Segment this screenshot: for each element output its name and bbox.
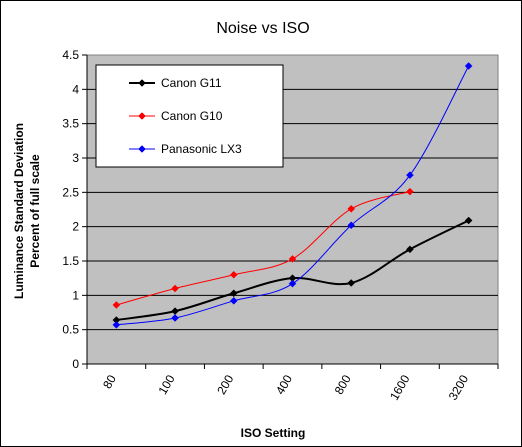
series-canon-g11 xyxy=(112,216,473,324)
data-point xyxy=(112,321,121,329)
x-tick-labels: 80 100 200 400 800 1600 3200 xyxy=(100,372,471,402)
legend-marker xyxy=(138,112,146,120)
x-tick-label: 1600 xyxy=(387,372,413,402)
axes xyxy=(86,55,499,369)
data-point xyxy=(112,301,121,309)
series-line xyxy=(116,191,411,306)
series-lines xyxy=(112,62,473,329)
y-axis-title: Luminance Standard Deviation Percent of … xyxy=(12,123,42,299)
y-tick-label: 0.5 xyxy=(62,323,79,337)
x-tick-label: 400 xyxy=(273,372,295,397)
y-tick-label: 4.5 xyxy=(62,48,79,62)
y-tick-label: 3 xyxy=(72,151,79,165)
y-axis-title-line-2: Percent of full scale xyxy=(28,154,42,268)
x-tick-label: 80 xyxy=(100,372,119,391)
data-point xyxy=(464,62,473,70)
x-tick-label: 800 xyxy=(332,372,354,397)
data-point xyxy=(288,279,297,288)
data-point xyxy=(229,289,238,298)
series-canon-g10 xyxy=(112,187,414,309)
legend-item: Canon G10 xyxy=(129,109,223,123)
data-point xyxy=(229,296,238,305)
chart-title: Noise vs ISO xyxy=(216,20,309,37)
data-point xyxy=(406,187,414,196)
legend-label: Panasonic LX3 xyxy=(161,142,242,156)
y-tick-label: 1.5 xyxy=(62,254,79,268)
data-point xyxy=(406,171,414,180)
data-point xyxy=(406,245,414,254)
y-tick-labels: 0 0.5 1 1.5 2 2.5 3 3.5 4 4.5 xyxy=(62,48,79,371)
data-point xyxy=(347,279,356,287)
data-point xyxy=(347,204,356,213)
legend-marker xyxy=(138,79,146,87)
legend-label: Canon G11 xyxy=(161,76,222,90)
legend-marker xyxy=(138,145,146,153)
y-tick-label: 3.5 xyxy=(62,117,79,131)
data-point xyxy=(171,284,179,293)
x-axis-title: ISO Setting xyxy=(241,426,306,440)
data-point xyxy=(229,270,238,279)
legend: Canon G11 Canon G10 Panasonic LX3 xyxy=(95,64,284,168)
data-point xyxy=(347,221,356,230)
legend-item: Canon G11 xyxy=(129,76,222,90)
data-point xyxy=(171,314,179,322)
x-tick-label: 200 xyxy=(214,372,236,397)
data-point xyxy=(288,255,297,263)
x-tick-label: 100 xyxy=(156,372,178,397)
legend-box xyxy=(95,64,284,168)
y-tick-label: 2.5 xyxy=(62,185,79,199)
data-point xyxy=(464,216,473,225)
y-tick-label: 4 xyxy=(72,82,79,96)
y-tick-label: 0 xyxy=(72,357,79,371)
legend-item: Panasonic LX3 xyxy=(129,142,242,156)
series-panasonic-lx3 xyxy=(112,62,473,329)
x-tick-label: 3200 xyxy=(446,372,472,402)
y-tick-label: 1 xyxy=(72,288,79,302)
legend-label: Canon G10 xyxy=(161,109,223,123)
y-axis-title-line-1: Luminance Standard Deviation xyxy=(12,123,26,299)
y-tick-label: 2 xyxy=(72,220,79,234)
